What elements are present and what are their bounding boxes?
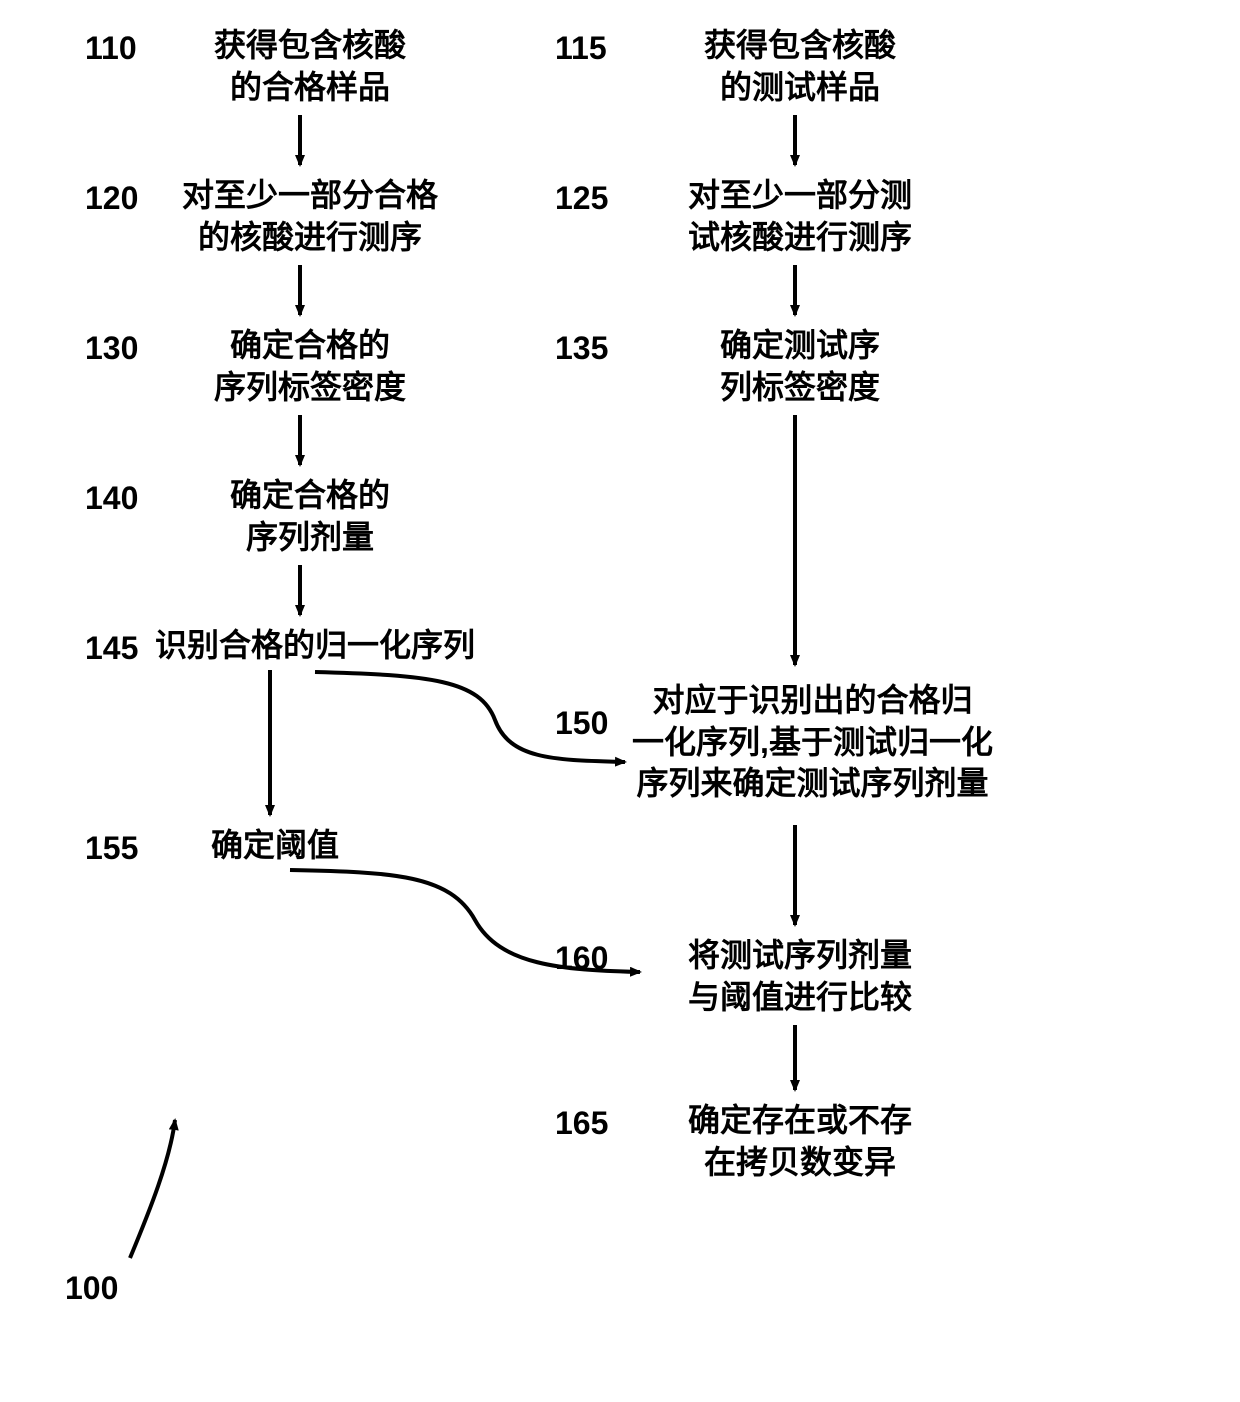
flowchart-arrows xyxy=(0,0,1240,1402)
arrow-145-150 xyxy=(315,672,625,762)
arrow-155-160 xyxy=(290,870,640,972)
figure-100-pointer xyxy=(130,1120,175,1258)
